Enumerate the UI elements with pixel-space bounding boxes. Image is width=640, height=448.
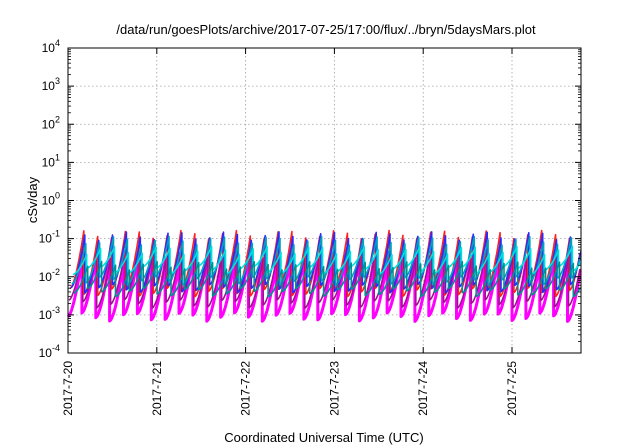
chart-title: /data/run/goesPlots/archive/2017-07-25/1…	[116, 22, 536, 37]
x-axis-ticks: 2017-7-20 2017-7-21 2017-7-22 2017-7-23 2017…	[61, 48, 519, 416]
x-tick-label: 2017-7-22	[239, 361, 253, 416]
x-axis-label: Coordinated Universal Time (UTC)	[224, 430, 423, 445]
x-tick-label: 2017-7-20	[61, 361, 75, 416]
series-line-1	[66, 253, 582, 323]
y-tick-label: 102	[42, 114, 60, 131]
y-tick-label: 10-3	[39, 305, 60, 322]
x-tick-label: 2017-7-23	[327, 361, 341, 416]
y-tick-label: 10-4	[39, 343, 60, 360]
y-tick-label: 104	[42, 38, 60, 55]
data-series	[66, 229, 582, 323]
y-axis-label: cSv/day	[25, 176, 40, 223]
y-tick-label: 100	[42, 191, 60, 208]
y-tick-label: 10-1	[39, 229, 60, 246]
y-tick-label: 10-2	[39, 267, 60, 284]
x-tick-label: 2017-7-21	[150, 361, 164, 416]
y-tick-label: 103	[42, 76, 60, 93]
x-tick-label: 2017-7-25	[505, 361, 519, 416]
y-tick-label: 101	[42, 152, 60, 169]
x-tick-label: 2017-7-24	[416, 361, 430, 416]
series-line-7	[73, 260, 582, 298]
plot-frame	[67, 47, 582, 354]
